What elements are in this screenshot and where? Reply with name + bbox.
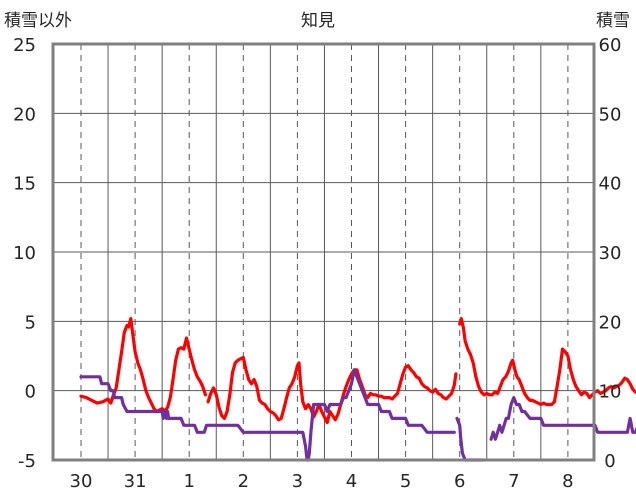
y-tick-left: 5: [25, 312, 36, 333]
x-tick-label: 2: [238, 471, 249, 492]
x-tick-label: 5: [400, 471, 411, 492]
y-tick-left: 0: [25, 382, 36, 403]
left-axis-label: 積雪以外: [4, 11, 72, 31]
x-tick-label: 31: [124, 471, 147, 492]
snow_depth-line: [455, 416, 486, 462]
y-tick-left: -5: [18, 451, 36, 472]
x-ticks: 30 31 1 2 3 4 5 6 7 8: [70, 471, 574, 492]
y-tick-right: 60: [599, 35, 622, 56]
snow_depth-line: [489, 396, 636, 441]
left-y-ticks: 25 20 15 10 5 0 -5: [13, 35, 36, 472]
plot-frame: [51, 42, 596, 462]
x-tick-label: 6: [454, 471, 465, 492]
x-tick-label: 30: [70, 471, 93, 492]
snow_depth-line: [79, 368, 456, 462]
series-layer: [79, 317, 636, 462]
y-tick-right: 40: [599, 174, 622, 195]
right-y-ticks: 60 50 40 30 20 10 0: [599, 35, 622, 472]
y-tick-left: 10: [13, 243, 36, 264]
y-tick-left: 20: [13, 104, 36, 125]
temperature-line: [458, 317, 636, 407]
x-tick-label: 1: [183, 471, 194, 492]
x-tick-label: 7: [508, 471, 519, 492]
x-tick-label: 8: [562, 471, 573, 492]
y-tick-right: 30: [599, 243, 622, 264]
x-tick-label: 3: [292, 471, 303, 492]
chart-title: 知見: [301, 11, 335, 31]
y-tick-right: 50: [599, 104, 622, 125]
y-tick-left: 25: [13, 35, 36, 56]
right-axis-label: 積雪: [596, 11, 630, 31]
y-tick-right: 0: [604, 451, 615, 472]
y-tick-right: 20: [599, 312, 622, 333]
temperature-line: [206, 355, 458, 425]
x-tick-label: 4: [346, 471, 357, 492]
temperature-line: [79, 317, 207, 414]
grid: [53, 44, 594, 460]
y-tick-right: 10: [599, 382, 622, 403]
y-tick-left: 15: [13, 174, 36, 195]
